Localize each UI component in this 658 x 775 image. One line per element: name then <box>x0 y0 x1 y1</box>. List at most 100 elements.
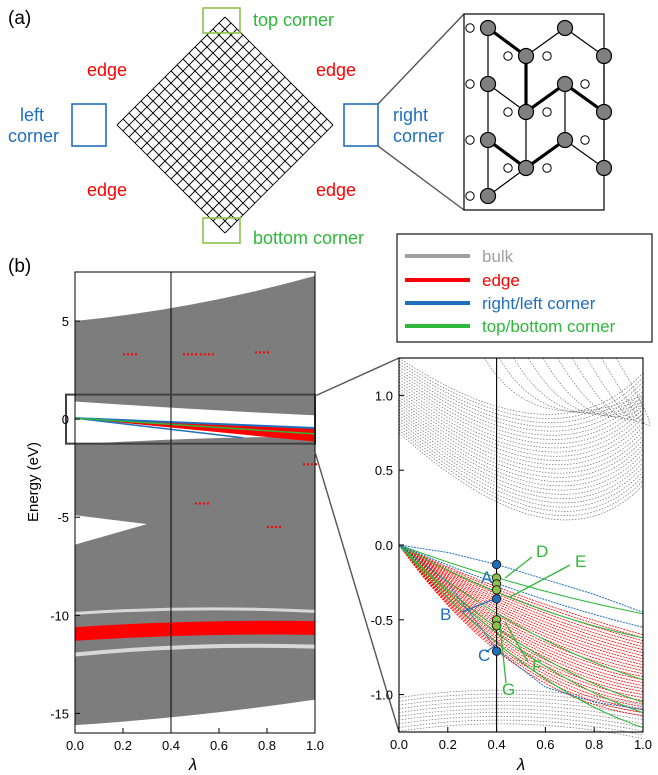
bulk-level <box>398 378 644 445</box>
edge-level <box>398 544 644 669</box>
bulk-level <box>398 396 644 470</box>
left-corner-label-1: left <box>20 105 44 125</box>
corner-tb-level <box>398 544 644 615</box>
lattice-atom-large <box>479 19 497 37</box>
state-point <box>491 594 502 604</box>
corner-tb-level <box>398 544 644 703</box>
legend-label-edge: edge <box>482 271 520 290</box>
y-tick-label: 5 <box>62 314 69 329</box>
x-tick-label: 0.0 <box>66 738 84 753</box>
bulk-band-upper <box>75 275 315 416</box>
y-tick-label: -1.0 <box>371 688 393 703</box>
band-gap-wedge <box>75 515 147 545</box>
bulk-level <box>398 390 644 461</box>
bulk-level <box>601 357 645 424</box>
top-corner-box <box>202 7 241 34</box>
x-axis-title-left: λ <box>188 755 197 774</box>
edge-level <box>398 544 644 704</box>
bulk-level <box>398 716 644 732</box>
right-corner-label-1: right <box>393 105 428 125</box>
edge-level <box>398 544 644 666</box>
lattice-atom-small <box>465 79 475 89</box>
state-point <box>491 621 502 631</box>
lattice-atom-small <box>542 107 552 117</box>
x-axis-title-right: λ <box>516 755 525 774</box>
bulk-level <box>398 402 644 478</box>
bulk-level <box>398 712 644 728</box>
bulk-level <box>398 405 644 482</box>
lattice-atom-large <box>556 19 574 37</box>
y-tick-label: 1.0 <box>375 388 393 403</box>
x-tick-label: 0.8 <box>258 738 276 753</box>
left-corner-label-2: corner <box>8 126 59 146</box>
edge-level <box>398 544 644 645</box>
bulk-level <box>398 357 644 415</box>
edge-level <box>398 544 644 642</box>
lattice-atom-large <box>479 131 497 149</box>
lattice-atom-small <box>580 135 590 145</box>
point-label-C: C <box>478 646 490 665</box>
legend-label-corner-tb: top/bottom corner <box>482 317 616 336</box>
y-tick-label: 0.0 <box>375 538 393 553</box>
callout-line-C <box>485 644 497 653</box>
corner-tb-line <box>74 417 316 435</box>
edge-level <box>398 544 644 639</box>
bulk-level <box>398 693 644 710</box>
point-label-A: A <box>481 568 493 587</box>
callout-line-G <box>499 624 507 684</box>
edge-level <box>398 544 644 660</box>
lattice-atom-small <box>503 51 513 61</box>
x-tick-label: 0.4 <box>488 737 506 752</box>
point-label-G: G <box>502 680 515 699</box>
lattice-lines <box>116 16 334 234</box>
y-axis-title: Energy (eV) <box>25 442 42 522</box>
lattice-atom-small <box>465 135 475 145</box>
bulk-level <box>398 701 644 717</box>
lattice-atom-large <box>479 75 497 93</box>
callout-line-D <box>504 556 533 579</box>
bulk-level <box>398 381 644 449</box>
lattice-atom-large <box>517 103 535 121</box>
bottom-corner-box <box>202 217 241 244</box>
bulk-level <box>398 387 644 457</box>
bulk-level <box>398 719 644 736</box>
callout-line-B <box>461 599 493 613</box>
x-tick-label: 0.6 <box>536 737 554 752</box>
lattice-atom-small <box>503 107 513 117</box>
bulk-level <box>571 357 644 421</box>
x-tick-label: 0.4 <box>162 738 180 753</box>
bulk-level <box>542 357 644 417</box>
edge-level <box>398 544 644 657</box>
plot-frame-left <box>74 271 316 734</box>
lattice-inset-structure <box>465 19 613 205</box>
lattice-inset <box>463 13 605 211</box>
edge-level <box>398 544 644 713</box>
bulk-level <box>398 429 644 516</box>
edge-fan <box>75 418 315 442</box>
point-label-F: F <box>532 657 542 676</box>
bottom-corner-label: bottom corner <box>253 228 364 248</box>
edge-level <box>398 544 644 675</box>
legend-label-corner-lr: right/left corner <box>482 294 596 313</box>
edge-level <box>398 544 644 636</box>
corner-lr-level <box>398 544 644 711</box>
lattice-atom-small <box>580 79 590 89</box>
bulk-level <box>398 723 644 740</box>
bulk-level <box>398 417 644 499</box>
edge-level <box>398 544 644 654</box>
edge-level <box>398 544 644 690</box>
y-tick-label: -0.5 <box>371 613 393 628</box>
chart-full-spectrum: 5 0 -5 -10 -15 0.0 0.2 0.4 0.6 0.8 1.0 <box>50 271 324 753</box>
bulk-level <box>398 423 644 508</box>
state-point <box>491 559 502 570</box>
callout-line-F <box>504 621 529 663</box>
edge-level <box>398 544 644 672</box>
lattice-atom-large <box>479 187 497 205</box>
bulk-level <box>498 357 644 413</box>
edge-level <box>398 544 644 663</box>
lattice-atom-small <box>465 191 475 201</box>
y-tick-label: -15 <box>50 706 69 721</box>
legend: bulk edge right/left corner top/bottom c… <box>396 233 653 343</box>
edge-level <box>398 544 644 710</box>
